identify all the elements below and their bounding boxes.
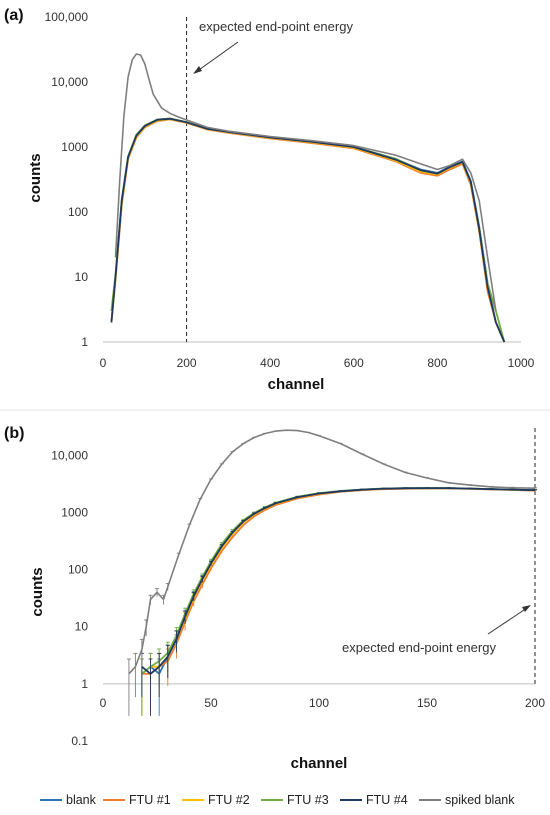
panel-b-arrowhead [522, 605, 531, 612]
legend-label-ftu1: FTU #1 [129, 793, 171, 807]
panel-b-series-spiked [128, 429, 536, 675]
panel-a-xtick-label: 0 [100, 356, 107, 370]
legend-label-spiked: spiked blank [445, 793, 515, 807]
legend-label-ftu4: FTU #4 [366, 793, 408, 807]
panel-b-ytick-label: 10,000 [51, 448, 88, 462]
panel-b-ytick-label: 10 [75, 620, 89, 634]
panel-a-xtick-label: 800 [427, 356, 447, 370]
panel-a-ytick-label: 1000 [61, 140, 88, 154]
panel-a-series-ftu1 [110, 118, 506, 343]
panel-a-ytick-label: 100 [68, 205, 88, 219]
panel-b-ytick-label: 1 [81, 677, 88, 691]
panel-a-label: (a) [4, 7, 24, 24]
panel-b-ytick-label: 0.1 [71, 734, 88, 748]
panel-a-series-ftu2 [110, 118, 506, 343]
panel-a-series-ftu4 [110, 117, 506, 343]
panel-a-arrowhead [193, 66, 202, 74]
panel-a-xlabel: channel [268, 376, 325, 393]
panel-a-xtick-label: 400 [260, 356, 280, 370]
panel-a-ytick-label: 1 [81, 335, 88, 349]
panel-b-ytick-label: 100 [68, 563, 88, 577]
panel-a-annotation-arrow [195, 41, 239, 73]
panel-a-ytick-label: 10,000 [51, 75, 88, 89]
legend-label-ftu2: FTU #2 [208, 793, 250, 807]
legend-label-ftu3: FTU #3 [287, 793, 329, 807]
panel-b-annotation: expected end-point energy [342, 640, 496, 655]
plot-b-area: 0.1 1 10 100 1000 10,000 0 50 100 150 200 [51, 428, 545, 748]
panel-a-ytick-label: 10 [75, 270, 89, 284]
panel-a-ytick-label: 100,000 [45, 10, 89, 24]
panel-b-xtick-label: 200 [525, 696, 545, 710]
panel-a-xtick-label: 600 [344, 356, 364, 370]
panel-a-annotation: expected end-point energy [199, 19, 353, 34]
panel-b-xtick-label: 0 [100, 696, 107, 710]
panel-a-ylabel: counts [27, 153, 44, 202]
panel-b-label: (b) [4, 425, 24, 442]
panel-a-xtick-label: 200 [177, 356, 197, 370]
panel-b-xtick-label: 150 [417, 696, 437, 710]
panel-b-xlabel: channel [291, 755, 348, 772]
legend: blank FTU #1 FTU #2 FTU #3 FTU #4 spiked blan… [40, 793, 515, 807]
panel-b: (b) 0.1 1 10 100 1000 10,000 0 50 100 150 200 chan… [4, 425, 545, 772]
panel-a-series-blank [110, 118, 506, 343]
panel-a: (a) 1 10 100 1000 10,000 100,000 0 200 400 600 800… [4, 7, 535, 393]
legend-label-blank: blank [66, 793, 97, 807]
panel-a-series-ftu3 [110, 117, 506, 343]
panel-a-series-spiked [114, 53, 497, 312]
panel-b-ytick-label: 1000 [61, 505, 88, 519]
panel-b-ylabel: counts [29, 567, 46, 616]
plot-a-area: 1 10 100 1000 10,000 100,000 0 200 400 600 800 1000 [45, 10, 535, 370]
panel-b-xtick-label: 50 [204, 696, 218, 710]
panel-b-annotation-arrow [487, 607, 528, 635]
panel-a-xtick-label: 1000 [508, 356, 535, 370]
panel-b-xtick-label: 100 [309, 696, 329, 710]
